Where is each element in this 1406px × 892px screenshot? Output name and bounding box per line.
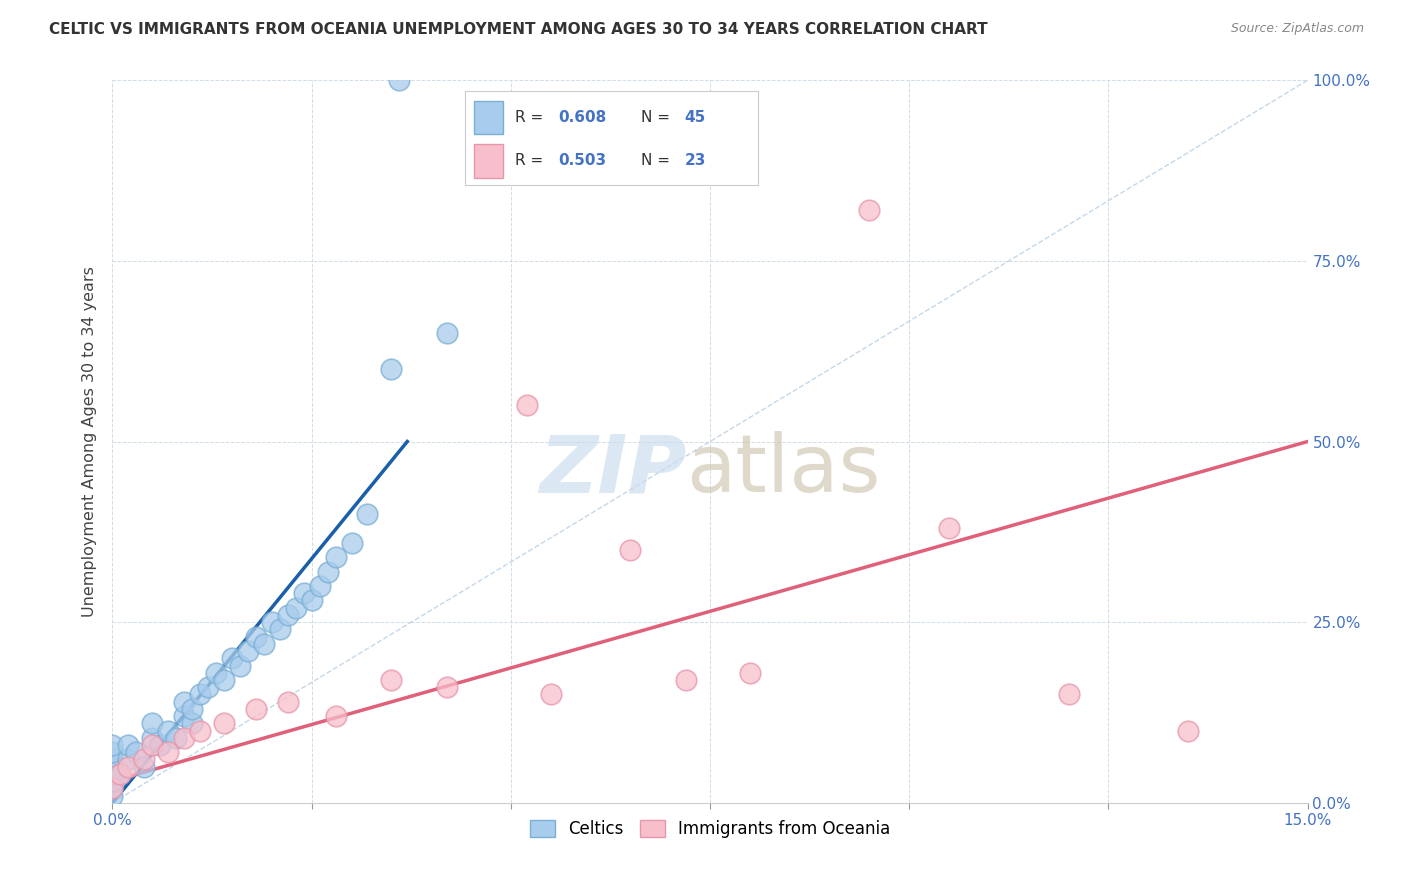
- Point: [325, 709, 347, 723]
- Point: [212, 673, 235, 687]
- Point: [212, 716, 235, 731]
- Text: CELTIC VS IMMIGRANTS FROM OCEANIA UNEMPLOYMENT AMONG AGES 30 TO 34 YEARS CORRELA: CELTIC VS IMMIGRANTS FROM OCEANIA UNEMPL…: [49, 22, 988, 37]
- Point: [173, 709, 195, 723]
- Point: [245, 702, 267, 716]
- Point: [110, 767, 132, 781]
- Point: [134, 752, 156, 766]
- Point: [141, 716, 163, 731]
- Point: [675, 673, 697, 687]
- Point: [101, 767, 124, 781]
- Point: [141, 731, 163, 745]
- Point: [173, 695, 195, 709]
- Point: [221, 651, 243, 665]
- Point: [101, 752, 124, 766]
- Point: [188, 723, 211, 738]
- Point: [101, 745, 124, 759]
- Point: [125, 745, 148, 759]
- Point: [117, 752, 139, 766]
- Y-axis label: Unemployment Among Ages 30 to 34 years: Unemployment Among Ages 30 to 34 years: [82, 266, 97, 617]
- Point: [1057, 687, 1080, 701]
- Point: [157, 723, 180, 738]
- Point: [181, 716, 204, 731]
- Point: [173, 731, 195, 745]
- Point: [141, 738, 163, 752]
- Point: [380, 362, 402, 376]
- Point: [436, 680, 458, 694]
- Point: [101, 774, 124, 789]
- Point: [149, 738, 172, 752]
- Point: [380, 673, 402, 687]
- Point: [101, 789, 124, 803]
- Point: [101, 760, 124, 774]
- Text: Source: ZipAtlas.com: Source: ZipAtlas.com: [1230, 22, 1364, 36]
- Point: [277, 695, 299, 709]
- Point: [436, 326, 458, 341]
- Point: [110, 767, 132, 781]
- Point: [308, 579, 330, 593]
- Point: [101, 781, 124, 796]
- Point: [516, 398, 538, 412]
- Point: [738, 665, 761, 680]
- Point: [340, 535, 363, 549]
- Point: [540, 687, 562, 701]
- Point: [388, 73, 411, 87]
- Point: [101, 781, 124, 796]
- Legend: Celtics, Immigrants from Oceania: Celtics, Immigrants from Oceania: [523, 814, 897, 845]
- Point: [858, 203, 880, 218]
- Point: [260, 615, 283, 630]
- Point: [253, 637, 276, 651]
- Point: [938, 521, 960, 535]
- Point: [269, 623, 291, 637]
- Point: [301, 593, 323, 607]
- Point: [188, 687, 211, 701]
- Point: [316, 565, 339, 579]
- Point: [277, 607, 299, 622]
- Point: [245, 630, 267, 644]
- Point: [157, 745, 180, 759]
- Point: [134, 760, 156, 774]
- Point: [197, 680, 219, 694]
- Text: ZIP: ZIP: [538, 432, 686, 509]
- Point: [619, 542, 641, 557]
- Point: [1177, 723, 1199, 738]
- Point: [236, 644, 259, 658]
- Point: [284, 600, 307, 615]
- Point: [229, 658, 252, 673]
- Point: [117, 760, 139, 774]
- Point: [292, 586, 315, 600]
- Point: [325, 550, 347, 565]
- Text: atlas: atlas: [686, 432, 880, 509]
- Point: [181, 702, 204, 716]
- Point: [101, 738, 124, 752]
- Point: [165, 731, 187, 745]
- Point: [205, 665, 228, 680]
- Point: [117, 738, 139, 752]
- Point: [356, 507, 378, 521]
